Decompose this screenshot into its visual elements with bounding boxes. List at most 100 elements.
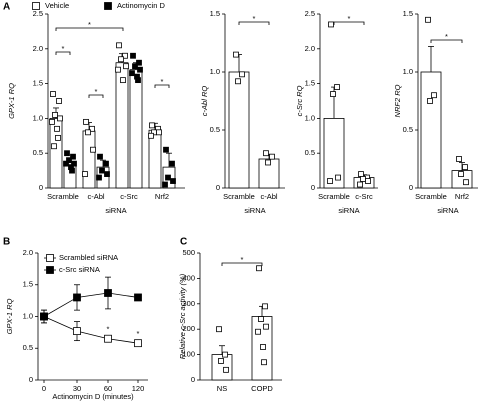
x-tick-label: c-Src bbox=[120, 192, 138, 201]
data-point bbox=[97, 153, 103, 160]
line bbox=[43, 292, 139, 317]
data-point bbox=[66, 157, 72, 164]
significance: * bbox=[241, 255, 244, 264]
bar bbox=[228, 71, 250, 189]
data-point bbox=[425, 16, 431, 23]
data-point bbox=[335, 174, 341, 181]
y-tick-label: 2.5 bbox=[305, 9, 315, 18]
x-axis-label: siRNA bbox=[105, 206, 126, 215]
data-point bbox=[256, 265, 262, 272]
significance-bracket bbox=[55, 27, 124, 31]
data-point bbox=[99, 167, 105, 174]
x-axis-label: siRNA bbox=[338, 206, 359, 215]
data-point bbox=[70, 153, 76, 160]
data-point bbox=[360, 176, 366, 182]
x-tick-label: 30 bbox=[73, 384, 81, 393]
data-point bbox=[129, 70, 135, 77]
data-point bbox=[255, 328, 261, 335]
x-tick-label: Scramble bbox=[318, 192, 350, 201]
y-tick-label: 2.0 bbox=[33, 44, 43, 53]
significance-bracket bbox=[55, 51, 71, 55]
x-tick-label: 60 bbox=[104, 384, 112, 393]
data-point bbox=[263, 323, 269, 330]
data-point bbox=[149, 122, 155, 129]
marker bbox=[40, 312, 48, 321]
data-point bbox=[365, 178, 371, 184]
data-point bbox=[90, 146, 96, 153]
data-point bbox=[458, 171, 464, 177]
marker bbox=[73, 293, 81, 302]
data-point bbox=[358, 171, 364, 177]
y-tick-label: 1.5 bbox=[210, 9, 220, 18]
significance: * bbox=[62, 44, 65, 53]
panel-label: A bbox=[3, 2, 10, 13]
x-axis-label: Actinomycin D (minutes) bbox=[52, 392, 134, 401]
data-point bbox=[258, 316, 264, 322]
x-tick-label: Scramble bbox=[47, 192, 79, 201]
data-point bbox=[137, 66, 143, 73]
data-point bbox=[431, 92, 437, 99]
legend-label: c-Src siRNA bbox=[59, 265, 100, 274]
data-point bbox=[71, 160, 77, 167]
y-tick-label: 0 bbox=[39, 183, 43, 192]
data-point bbox=[262, 303, 268, 310]
y-tick-label: 1.5 bbox=[305, 79, 315, 88]
x-axis-label: siRNA bbox=[244, 206, 265, 215]
y-tick-label: 1.0 bbox=[403, 67, 413, 76]
data-point bbox=[89, 125, 95, 132]
data-point bbox=[64, 150, 70, 157]
x-tick-label: COPD bbox=[251, 384, 273, 393]
data-point bbox=[165, 174, 171, 181]
data-point bbox=[269, 153, 275, 160]
marker bbox=[134, 293, 142, 302]
y-tick-label: 0 bbox=[409, 183, 413, 192]
significance-bracket bbox=[238, 21, 270, 25]
data-point bbox=[56, 98, 62, 104]
data-point bbox=[82, 171, 88, 177]
data-point bbox=[52, 112, 58, 118]
data-point bbox=[334, 84, 340, 90]
y-tick-label: 0 bbox=[29, 375, 33, 384]
data-point bbox=[135, 77, 141, 84]
data-point bbox=[104, 171, 110, 177]
y-tick-label: 1.5 bbox=[23, 280, 33, 289]
data-point bbox=[222, 351, 228, 358]
y-tick-label: 300 bbox=[182, 299, 195, 308]
data-point bbox=[218, 358, 224, 364]
significance-bracket bbox=[221, 262, 263, 266]
marker bbox=[104, 334, 112, 343]
y-tick-label: 200 bbox=[182, 324, 195, 333]
data-point bbox=[136, 59, 142, 66]
data-point bbox=[51, 143, 57, 150]
y-tick-label: 0 bbox=[216, 183, 220, 192]
significance: * bbox=[137, 329, 140, 338]
data-point bbox=[462, 164, 468, 171]
line bbox=[43, 316, 139, 344]
panel-label: B bbox=[3, 237, 10, 248]
x-tick-label: Scramble bbox=[415, 192, 447, 201]
legend-swatch bbox=[46, 254, 54, 262]
y-tick-label: 1.0 bbox=[23, 311, 33, 320]
data-point bbox=[148, 132, 154, 139]
y-tick-label: 2.0 bbox=[23, 248, 33, 257]
data-point bbox=[169, 160, 175, 167]
y-axis-label: NRF2 RQ bbox=[393, 84, 402, 117]
data-point bbox=[163, 146, 169, 153]
data-point bbox=[456, 156, 462, 162]
y-tick-label: 500 bbox=[182, 248, 195, 257]
data-point bbox=[328, 21, 334, 28]
y-axis-label: c-Src RQ bbox=[295, 85, 304, 116]
y-tick-label: 400 bbox=[182, 273, 195, 282]
x-tick-label: NS bbox=[217, 384, 227, 393]
data-point bbox=[132, 63, 138, 70]
data-point bbox=[69, 167, 75, 174]
data-point bbox=[63, 160, 69, 167]
data-point bbox=[261, 359, 267, 366]
legend-swatch bbox=[104, 2, 112, 10]
y-tick-label: 1.0 bbox=[33, 113, 43, 122]
x-tick-label: Nrf2 bbox=[155, 192, 169, 201]
data-point bbox=[170, 178, 176, 184]
legend-label: Actinomycin D bbox=[117, 1, 166, 10]
data-point bbox=[233, 51, 239, 58]
marker bbox=[73, 327, 81, 336]
